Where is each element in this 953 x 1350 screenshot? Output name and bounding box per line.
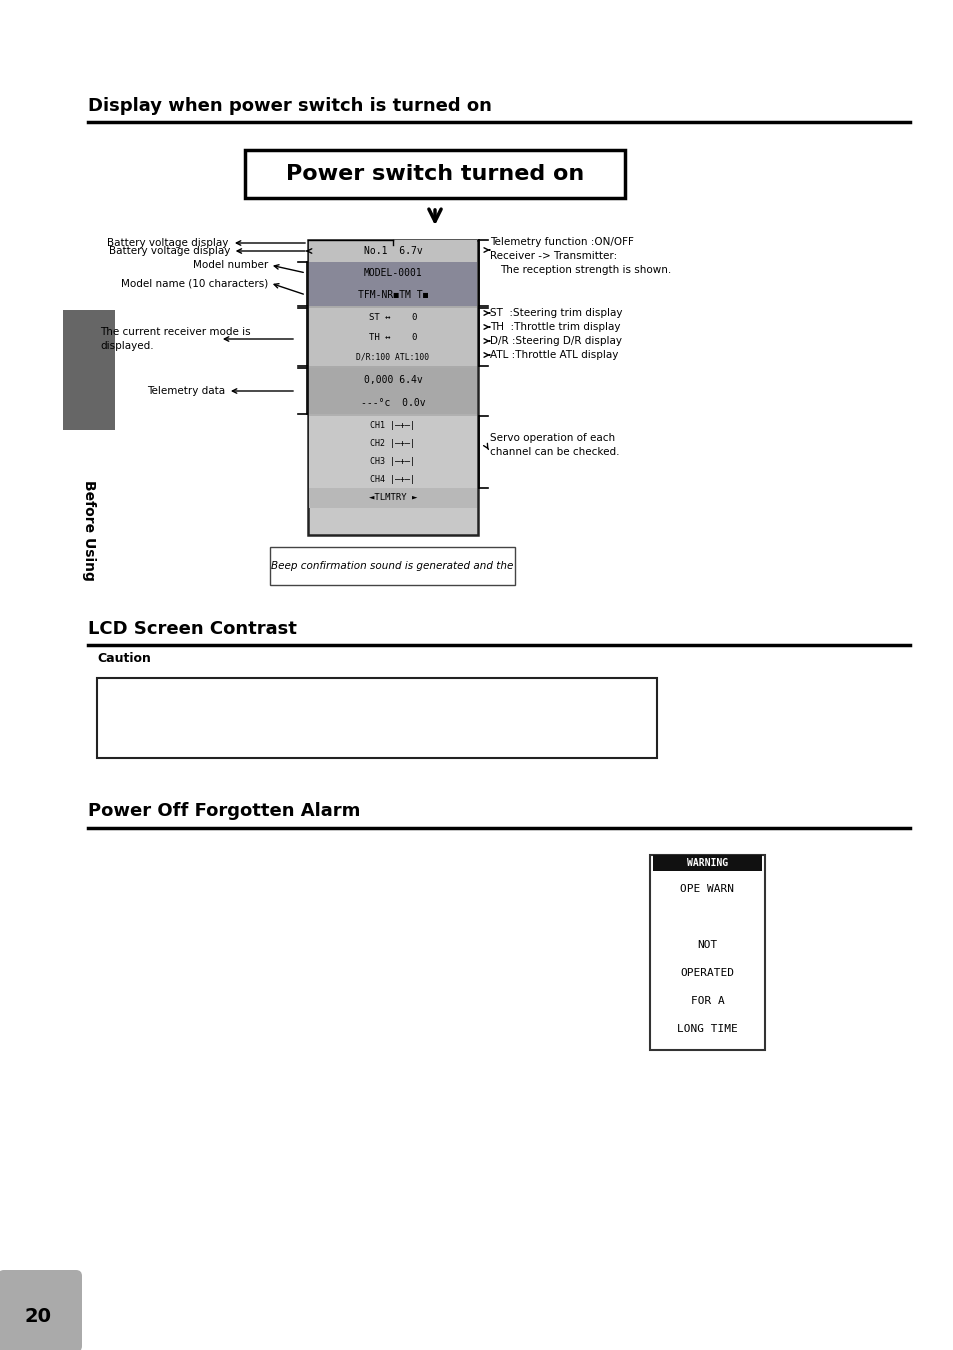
Text: channel can be checked.: channel can be checked. <box>490 447 618 458</box>
Text: Servo operation of each: Servo operation of each <box>490 433 615 443</box>
Bar <box>309 328 476 348</box>
Bar <box>309 416 476 433</box>
Text: Telemetry function :ON/OFF: Telemetry function :ON/OFF <box>490 238 633 247</box>
Bar <box>309 414 476 416</box>
Text: WARNING: WARNING <box>686 859 727 868</box>
Text: ATL :Throttle ATL display: ATL :Throttle ATL display <box>490 350 618 360</box>
Text: TH  :Throttle trim display: TH :Throttle trim display <box>490 323 619 332</box>
Text: The current receiver mode is: The current receiver mode is <box>100 327 251 338</box>
Text: CH1 |—+—|: CH1 |—+—| <box>370 420 416 429</box>
Text: Telemetry data: Telemetry data <box>147 386 225 396</box>
Text: ---°c  0.0v: ---°c 0.0v <box>360 398 425 408</box>
Bar <box>309 306 476 308</box>
Bar <box>309 433 476 452</box>
Bar <box>97 678 657 757</box>
Text: FOR A: FOR A <box>690 996 723 1006</box>
Bar <box>652 855 761 871</box>
Bar <box>63 310 115 431</box>
Text: Caution: Caution <box>97 652 151 666</box>
Bar <box>309 308 476 328</box>
Text: ST  :Steering trim display: ST :Steering trim display <box>490 308 622 319</box>
Text: NOT: NOT <box>697 940 717 950</box>
Bar <box>309 240 476 262</box>
Text: 0,000 6.4v: 0,000 6.4v <box>363 375 422 385</box>
Text: Model name (10 characters): Model name (10 characters) <box>121 278 268 288</box>
Bar <box>309 470 476 487</box>
Bar <box>309 262 476 284</box>
Text: D/R :Steering D/R display: D/R :Steering D/R display <box>490 336 621 346</box>
Text: Battery voltage display: Battery voltage display <box>109 246 305 256</box>
Bar <box>245 150 624 198</box>
Text: Power switch turned on: Power switch turned on <box>286 163 583 184</box>
Text: 20: 20 <box>25 1307 51 1326</box>
Text: CH4 |—+—|: CH4 |—+—| <box>370 474 416 483</box>
Text: CH3 |—+—|: CH3 |—+—| <box>370 456 416 466</box>
Bar <box>309 452 476 470</box>
FancyBboxPatch shape <box>0 1270 82 1350</box>
Text: Beep confirmation sound is generated and the: Beep confirmation sound is generated and… <box>271 562 513 571</box>
Text: Display when power switch is turned on: Display when power switch is turned on <box>88 97 492 115</box>
Text: OPE WARN: OPE WARN <box>679 884 734 894</box>
Text: Power Off Forgotten Alarm: Power Off Forgotten Alarm <box>88 802 360 819</box>
Text: TH ↔    0: TH ↔ 0 <box>369 333 416 343</box>
Text: Before Using: Before Using <box>82 479 96 580</box>
Text: CH2 |—+—|: CH2 |—+—| <box>370 439 416 447</box>
Text: Receiver -> Transmitter:: Receiver -> Transmitter: <box>490 251 617 261</box>
Text: Battery voltage display: Battery voltage display <box>107 238 228 248</box>
Text: LONG TIME: LONG TIME <box>677 1025 737 1034</box>
Text: ◄TLMTRY ►: ◄TLMTRY ► <box>369 494 416 502</box>
Text: ST ↔    0: ST ↔ 0 <box>369 313 416 323</box>
Bar <box>309 366 476 369</box>
Text: OPERATED: OPERATED <box>679 968 734 977</box>
Text: No.1  6.7v: No.1 6.7v <box>363 246 422 256</box>
Text: LCD Screen Contrast: LCD Screen Contrast <box>88 620 296 639</box>
Text: D/R:100 ATL:100: D/R:100 ATL:100 <box>356 352 429 362</box>
Bar <box>309 284 476 306</box>
Text: displayed.: displayed. <box>100 342 153 351</box>
Text: TFM-NR◼TM T◼: TFM-NR◼TM T◼ <box>357 290 428 300</box>
Bar <box>309 348 476 366</box>
Bar <box>309 369 476 391</box>
Bar <box>309 392 476 414</box>
Bar <box>308 240 477 535</box>
Text: The reception strength is shown.: The reception strength is shown. <box>499 265 671 275</box>
Bar <box>270 547 515 585</box>
Bar <box>309 487 476 508</box>
Bar <box>649 855 764 1050</box>
Text: MODEL-0001: MODEL-0001 <box>363 269 422 278</box>
Text: Model number: Model number <box>193 261 268 270</box>
